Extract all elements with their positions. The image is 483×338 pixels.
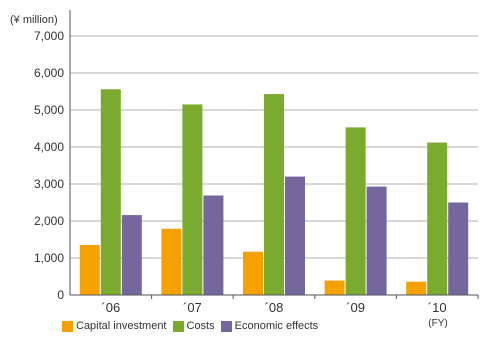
- bar-costs: [427, 142, 448, 295]
- bar-economic-effects: [285, 176, 305, 295]
- bar-economic-effects: [121, 215, 142, 295]
- bar-economic-effects: [448, 202, 469, 295]
- legend: Capital investment Costs Economic effect…: [62, 318, 324, 334]
- legend-item-capital-investment: Capital investment: [62, 320, 167, 332]
- x-unit-label: (FY): [428, 318, 447, 329]
- y-axis-ticks: 0 1,000 2,000 3,000 4,000 5,000 6,000 7,000: [34, 29, 64, 302]
- bar-economic-effects: [366, 186, 387, 295]
- bar-costs: [100, 89, 121, 295]
- legend-label-costs: Costs: [186, 320, 215, 332]
- y-tick-label: 6,000: [34, 66, 64, 80]
- x-tick-label: ´09: [346, 300, 365, 315]
- x-tick-label: ´06: [101, 300, 120, 315]
- bar-costs: [182, 104, 203, 295]
- bar-costs: [264, 94, 284, 295]
- bar-capital-investment: [406, 281, 427, 295]
- y-tick-label: 1,000: [34, 251, 64, 265]
- legend-swatch-economic-effects: [220, 320, 232, 332]
- legend-item-costs: Costs: [172, 320, 215, 332]
- x-tick-label: ´08: [265, 300, 284, 315]
- legend-swatch-costs: [172, 320, 184, 332]
- y-tick-label: 2,000: [34, 214, 64, 228]
- y-tick-label: 5,000: [34, 103, 64, 117]
- legend-swatch-capital-investment: [62, 320, 73, 332]
- x-axis-ticks: ´06 ´07 ´08 ´09 ´10: [101, 295, 479, 315]
- bar-costs: [345, 127, 366, 295]
- legend-label-capital-investment: Capital investment: [76, 320, 167, 332]
- y-unit-label: (¥ million): [10, 14, 58, 26]
- bars: [79, 89, 469, 295]
- bar-economic-effects: [203, 195, 224, 295]
- bar-capital-investment: [161, 228, 182, 295]
- y-tick-label: 4,000: [34, 140, 64, 154]
- bar-capital-investment: [324, 280, 345, 295]
- legend-item-economic-effects: Economic effects: [220, 320, 319, 332]
- y-tick-label: 7,000: [34, 29, 64, 43]
- x-tick-label: ´10: [428, 300, 447, 315]
- y-tick-label: 3,000: [34, 177, 64, 191]
- bar-capital-investment: [243, 251, 263, 295]
- legend-label-economic-effects: Economic effects: [234, 320, 319, 332]
- bar-capital-investment: [79, 245, 100, 295]
- x-tick-label: ´07: [183, 300, 202, 315]
- y-tick-label: 0: [57, 288, 64, 302]
